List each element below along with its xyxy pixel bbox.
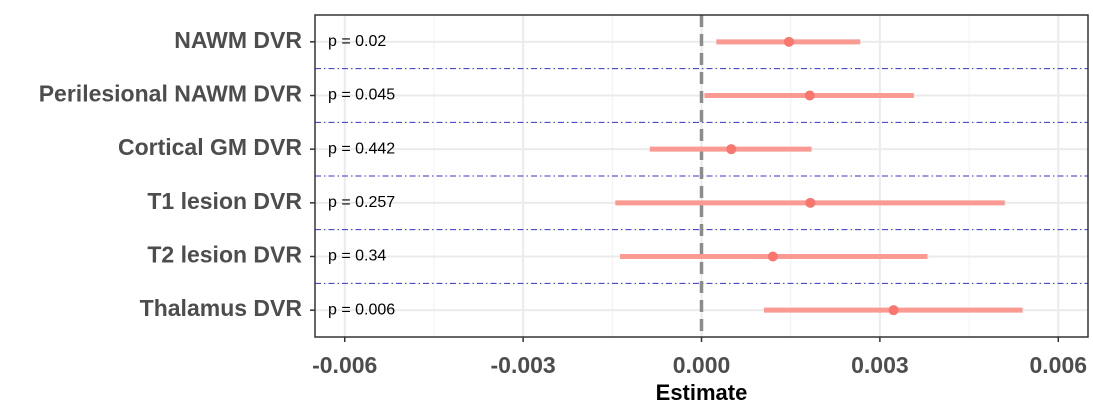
row-separators	[315, 68, 1088, 284]
x-axis-title: Estimate	[656, 380, 748, 405]
estimate-point	[804, 90, 815, 101]
p-value-label: p = 0.045	[328, 87, 395, 104]
p-value-label: p = 0.442	[328, 140, 395, 157]
p-value-label: p = 0.34	[328, 248, 386, 265]
estimate-point	[767, 251, 778, 262]
category-label: NAWM DVR	[174, 27, 302, 53]
p-value-label: p = 0.257	[328, 194, 395, 211]
x-axis: -0.006 -0.003 0.000 0.003 0.006	[312, 337, 1087, 378]
p-value-labels: p = 0.02 p = 0.045 p = 0.442 p = 0.257 p = 0…	[328, 33, 395, 318]
estimate-point	[888, 305, 899, 316]
estimate-point	[783, 36, 794, 47]
x-tick-label: -0.006	[312, 352, 377, 378]
p-value-label: p = 0.02	[328, 33, 386, 50]
estimate-point	[805, 197, 816, 208]
category-label: Cortical GM DVR	[118, 134, 302, 160]
x-tick-label: -0.003	[491, 352, 556, 378]
p-value-label: p = 0.006	[328, 301, 395, 318]
category-label: Perilesional NAWM DVR	[39, 81, 303, 107]
x-tick-label: 0.003	[851, 352, 909, 378]
estimate-points	[726, 36, 899, 316]
category-label: T1 lesion DVR	[147, 188, 302, 214]
category-label: Thalamus DVR	[140, 295, 303, 321]
x-tick-label: 0.006	[1029, 352, 1087, 378]
x-tick-label: 0.000	[673, 352, 731, 378]
estimate-point	[726, 144, 737, 155]
category-label: T2 lesion DVR	[147, 242, 302, 268]
y-axis: NAWM DVR Perilesional NAWM DVR Cortical GM…	[39, 27, 315, 321]
